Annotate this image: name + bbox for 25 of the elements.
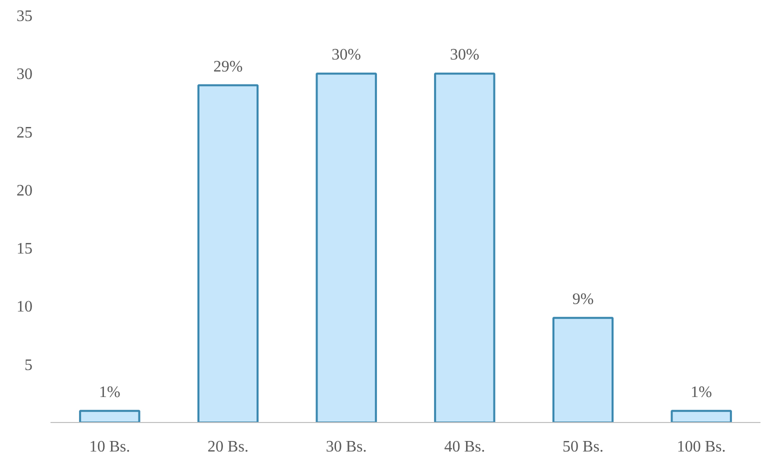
y-tick-label: 30 (16, 66, 32, 84)
bar (316, 72, 377, 422)
bar (552, 316, 614, 422)
x-tick-label: 50 Bs. (562, 438, 604, 456)
x-tick-label: 100 Bs. (676, 438, 726, 456)
x-tick-label: 40 Bs. (444, 438, 486, 456)
data-label: 9% (572, 290, 594, 308)
y-tick-label: 35 (16, 8, 32, 25)
bar (197, 84, 259, 422)
data-label: 1% (690, 384, 712, 401)
data-label: 1% (99, 384, 120, 401)
bar (79, 410, 140, 422)
x-tick-label: 10 Bs. (89, 438, 130, 456)
y-tick-label: 20 (16, 182, 32, 200)
bar (434, 72, 496, 422)
y-tick-label: 5 (24, 356, 32, 374)
y-tick-label: 25 (16, 124, 32, 142)
data-label: 30% (332, 46, 361, 64)
x-tick-label: 20 Bs. (208, 438, 248, 456)
x-tick-label: 30 Bs. (326, 438, 367, 456)
y-tick-label: 10 (16, 298, 32, 316)
data-label: 30% (450, 46, 480, 64)
y-tick-label: 15 (16, 240, 32, 258)
data-label: 29% (213, 58, 243, 76)
bar (670, 410, 732, 422)
